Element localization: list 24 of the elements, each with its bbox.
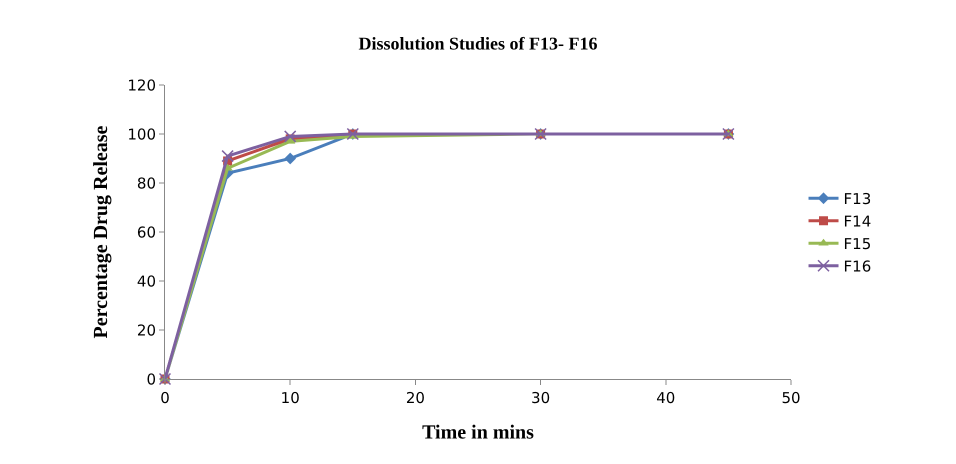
y-tick-label: 0: [146, 370, 156, 388]
x-tick-label: 0: [160, 389, 170, 407]
y-tick-label: 80: [136, 174, 156, 192]
point: [284, 130, 296, 143]
point: [285, 136, 296, 144]
x-tick-label: 20: [406, 389, 425, 407]
legend-label: F16: [844, 258, 872, 276]
legend-label: F13: [844, 190, 872, 208]
y-tick-label: 40: [136, 272, 156, 290]
legend-label: F15: [844, 235, 872, 254]
x-tick-label: 50: [781, 389, 801, 407]
point: [221, 150, 234, 162]
chart-title: Dissolution Studies of F13- F16: [358, 34, 598, 54]
x-tick-label: 40: [656, 389, 676, 407]
legend-label: F14: [844, 212, 872, 231]
point: [284, 152, 296, 164]
x-tick-label: 30: [531, 389, 550, 407]
x-tick-label: 10: [280, 389, 300, 407]
y-tick-label: 100: [127, 125, 156, 144]
y-tick-label: 60: [136, 223, 156, 242]
x-axis-title: Time in mins: [422, 422, 534, 444]
y-tick-label: 120: [127, 76, 156, 94]
y-axis-title: Percentage Drug Release: [90, 125, 112, 338]
y-tick-label: 20: [136, 321, 156, 340]
